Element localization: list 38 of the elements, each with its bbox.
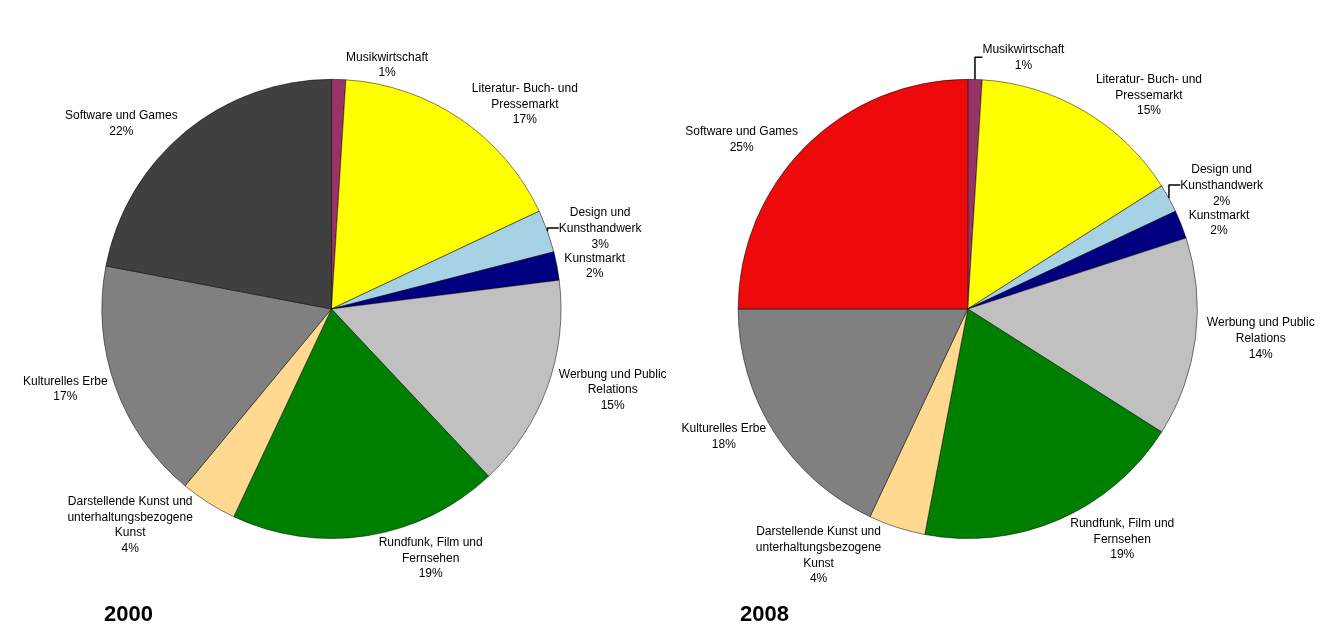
- data-label: 17%: [53, 389, 78, 404]
- data-label: 22%: [109, 124, 134, 139]
- slice-label: Musikwirtschaft: [346, 49, 429, 64]
- slice-label: Design und Kunsthandwerk: [558, 205, 643, 236]
- data-label: 14%: [1248, 346, 1274, 361]
- data-label: 2%: [1212, 193, 1231, 208]
- slice-label: Werbung und Public Relations: [558, 366, 667, 397]
- data-label: 19%: [418, 566, 444, 581]
- slice-label: Software und Games: [64, 108, 178, 123]
- slice-label: Literatur- Buch- und Pressemarkt: [1095, 71, 1202, 102]
- text: 2008: [740, 601, 789, 626]
- slice-label: Rundfunk, Film und Fernsehen: [1070, 516, 1175, 546]
- data-label: 1%: [1014, 57, 1033, 72]
- data-label: 3%: [591, 236, 610, 251]
- data-label: 15%: [1136, 103, 1162, 118]
- data-label: 19%: [1110, 547, 1135, 562]
- slice-label: Kunstmarkt: [564, 250, 626, 265]
- slice-label: Software und Games: [685, 124, 799, 139]
- slice-label: Musikwirtschaft: [982, 42, 1066, 57]
- text: 2000: [104, 601, 153, 626]
- data-label: 15%: [600, 397, 626, 412]
- data-label: 2%: [586, 266, 604, 281]
- data-label: 17%: [512, 112, 538, 127]
- data-label: 1%: [378, 65, 397, 80]
- data-label: 25%: [729, 140, 754, 155]
- slice-label: Design und Kunsthandwerk: [1180, 162, 1264, 193]
- slice-label: Kulturelles Erbe: [22, 373, 109, 388]
- slice-label: Werbung und Public Relations: [1206, 315, 1315, 346]
- data-label: 2%: [1210, 223, 1228, 238]
- slice-label: Darstellende Kunst und unterhaltungsbezogene Kunst: [67, 494, 194, 540]
- slice-label: Darstellende Kunst und unterhaltungsbezogene Kunst: [755, 524, 882, 570]
- slice-label: Kulturelles Erbe: [681, 421, 767, 436]
- slice-label: Kunstmarkt: [1188, 207, 1250, 222]
- slice-label: Literatur- Buch- und Pressemarkt: [471, 81, 578, 111]
- data-label: 4%: [121, 540, 140, 555]
- data-label: 18%: [711, 437, 737, 452]
- data-label: 4%: [809, 571, 828, 586]
- slice-label: Rundfunk, Film und Fernsehen: [378, 535, 483, 565]
